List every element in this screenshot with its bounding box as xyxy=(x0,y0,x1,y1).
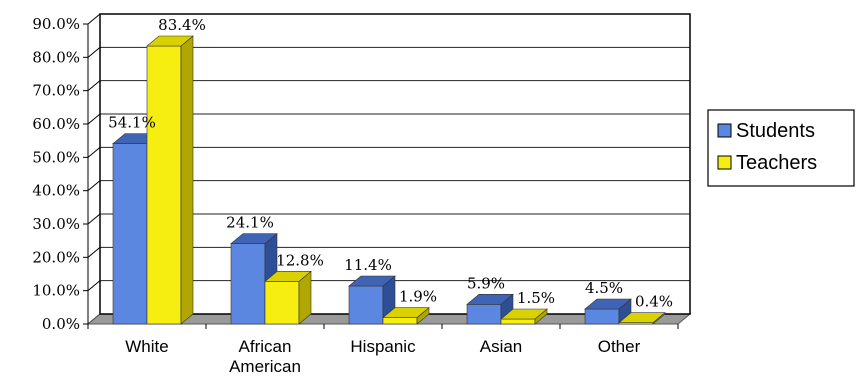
x-category-label-line: Other xyxy=(598,337,641,356)
bar-teachers-front xyxy=(146,45,182,325)
legend-swatch-students xyxy=(717,123,732,138)
gridline-depth xyxy=(87,180,101,192)
y-tick-label: 40.0% xyxy=(32,182,80,200)
data-label-students: 11.4% xyxy=(344,256,392,274)
gridline-depth xyxy=(87,246,101,258)
bars xyxy=(112,35,666,325)
bar-teachers-front xyxy=(264,281,300,325)
x-category-label-line: Asian xyxy=(480,337,523,356)
bar-students-front xyxy=(466,304,502,325)
gridline-depth xyxy=(87,46,101,58)
x-category-label: African American xyxy=(229,337,301,376)
bar-teachers-front xyxy=(500,318,536,325)
bar-teachers-top xyxy=(264,271,312,282)
y-tick-label: 60.0% xyxy=(32,115,80,133)
gridline-depth xyxy=(87,80,101,92)
data-label-teachers: 83.4% xyxy=(158,16,206,34)
x-category-label: Hispanic xyxy=(350,337,416,356)
bar-students-front xyxy=(230,243,266,325)
bar-students-top xyxy=(466,294,514,305)
x-category-label-line: African xyxy=(239,337,292,356)
bar-students-top xyxy=(348,275,396,287)
bar-teachers-top xyxy=(500,308,548,320)
bar-teachers-top xyxy=(618,312,666,323)
data-label-students: 24.1% xyxy=(226,214,274,232)
data-label-teachers: 1.5% xyxy=(517,289,555,307)
y-tick-label: 50.0% xyxy=(32,148,80,166)
x-category-label: Other xyxy=(598,337,641,356)
gridline-depth xyxy=(87,146,101,158)
x-category-label: White xyxy=(125,337,168,356)
bar-teachers-top xyxy=(382,307,430,318)
data-label-students: 54.1% xyxy=(108,114,156,132)
legend-box xyxy=(707,109,855,187)
bar-teachers-side xyxy=(180,35,194,325)
data-label-students: 5.9% xyxy=(467,274,505,292)
bar-students-front xyxy=(584,308,620,325)
bar-students-top xyxy=(584,298,632,310)
legend: Students Teachers xyxy=(707,109,855,187)
x-category-label-line: Hispanic xyxy=(350,337,416,356)
bar-students-front xyxy=(348,285,384,325)
legend-swatch-teachers xyxy=(717,155,732,170)
data-labels: 54.1% 83.4% 24.1% 12.8% 11.4% 1.9% 5.9% 1.5% 4.5… xyxy=(108,16,673,311)
data-label-students: 4.5% xyxy=(585,279,623,297)
x-category-label: Asian xyxy=(480,337,523,356)
y-tick-label: 30.0% xyxy=(32,215,80,233)
bar-teachers-front xyxy=(382,317,418,325)
gridline-depth xyxy=(87,213,101,225)
gridline-depth xyxy=(87,280,101,292)
bar-students-front xyxy=(112,143,148,325)
legend-label-students: Students xyxy=(736,120,815,142)
data-label-teachers: 12.8% xyxy=(276,251,324,269)
data-label-teachers: 1.9% xyxy=(399,288,437,306)
x-category-label-line: White xyxy=(125,337,168,356)
x-category-label-line: American xyxy=(229,357,301,376)
bar-students-top xyxy=(230,233,278,244)
y-tick-label: 0.0% xyxy=(42,315,80,333)
y-tick-label: 10.0% xyxy=(32,282,80,300)
x-axis-categories: White African American Hispanic Asian Other xyxy=(125,337,640,376)
y-axis-ticks: 0.0% 10.0% 20.0% 30.0% 40.0% 50.0% 60.0% 70.0% 8… xyxy=(32,15,88,333)
y-tick-label: 90.0% xyxy=(32,15,80,33)
y-tick-label: 70.0% xyxy=(32,82,80,100)
y-tick-label: 20.0% xyxy=(32,248,80,266)
gridline-depth xyxy=(87,13,101,25)
gridline-depth xyxy=(87,113,101,125)
legend-label-teachers: Teachers xyxy=(736,152,817,174)
bar-teachers-top xyxy=(146,35,194,47)
y-tick-label: 80.0% xyxy=(32,48,80,66)
data-label-teachers: 0.4% xyxy=(635,293,673,311)
